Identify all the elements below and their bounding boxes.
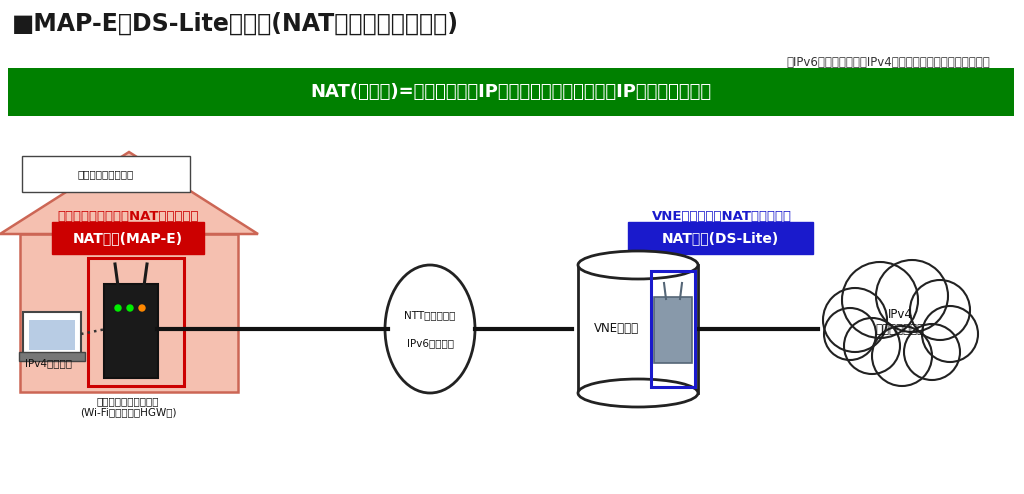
Circle shape (844, 318, 900, 374)
Text: ユーザー側の機器にNAT機能がある: ユーザー側の機器にNAT機能がある (57, 209, 199, 222)
Text: IPv4アドレス: IPv4アドレス (25, 358, 72, 368)
Text: NAT(ナット)=プライベートIPアドレスからグローバルIPアドレスの変換: NAT(ナット)=プライベートIPアドレスからグローバルIPアドレスの変換 (310, 83, 712, 101)
FancyBboxPatch shape (23, 312, 81, 356)
FancyBboxPatch shape (578, 265, 698, 393)
Circle shape (872, 326, 932, 386)
Text: ～IPv6トンネルによるIPv4インターネット接続サービス～: ～IPv6トンネルによるIPv4インターネット接続サービス～ (786, 56, 990, 69)
Text: ユーザー側のルーター
(Wi-FiルーターやHGW等): ユーザー側のルーター (Wi-FiルーターやHGW等) (80, 396, 176, 417)
Text: 家庭内ネットワーク: 家庭内ネットワーク (78, 169, 134, 179)
Circle shape (824, 308, 876, 360)
Text: ■MAP-EとDS-Liteの違い(NAT機能の場所が違う): ■MAP-EとDS-Liteの違い(NAT機能の場所が違う) (12, 12, 459, 36)
Circle shape (910, 280, 970, 340)
Ellipse shape (385, 265, 475, 393)
Circle shape (876, 260, 948, 332)
FancyBboxPatch shape (22, 156, 190, 192)
Text: NAT機能(MAP-E): NAT機能(MAP-E) (73, 231, 183, 245)
Text: NTTフレッツ網: NTTフレッツ網 (404, 310, 456, 320)
Circle shape (842, 262, 918, 338)
Circle shape (904, 324, 961, 380)
Text: IPv6トンネル: IPv6トンネル (407, 338, 454, 348)
FancyBboxPatch shape (8, 68, 1014, 116)
FancyBboxPatch shape (20, 234, 238, 392)
Ellipse shape (578, 379, 698, 407)
FancyBboxPatch shape (654, 297, 692, 363)
Ellipse shape (578, 251, 698, 279)
FancyBboxPatch shape (104, 284, 158, 378)
Circle shape (823, 288, 887, 352)
FancyBboxPatch shape (29, 320, 75, 350)
Polygon shape (0, 152, 258, 234)
Circle shape (115, 305, 121, 311)
Text: VNE事業者: VNE事業者 (594, 323, 639, 335)
Circle shape (922, 306, 978, 362)
Text: VNE側の機器にNAT機能がある: VNE側の機器にNAT機能がある (652, 209, 792, 222)
FancyBboxPatch shape (628, 222, 813, 254)
Text: 事業者側のルーター: 事業者側のルーター (610, 396, 667, 406)
FancyBboxPatch shape (52, 222, 204, 254)
Text: IPv4
インターネット: IPv4 インターネット (876, 308, 925, 336)
Text: NAT機能(DS-Lite): NAT機能(DS-Lite) (662, 231, 779, 245)
FancyBboxPatch shape (19, 352, 85, 361)
Circle shape (127, 305, 133, 311)
Circle shape (139, 305, 145, 311)
